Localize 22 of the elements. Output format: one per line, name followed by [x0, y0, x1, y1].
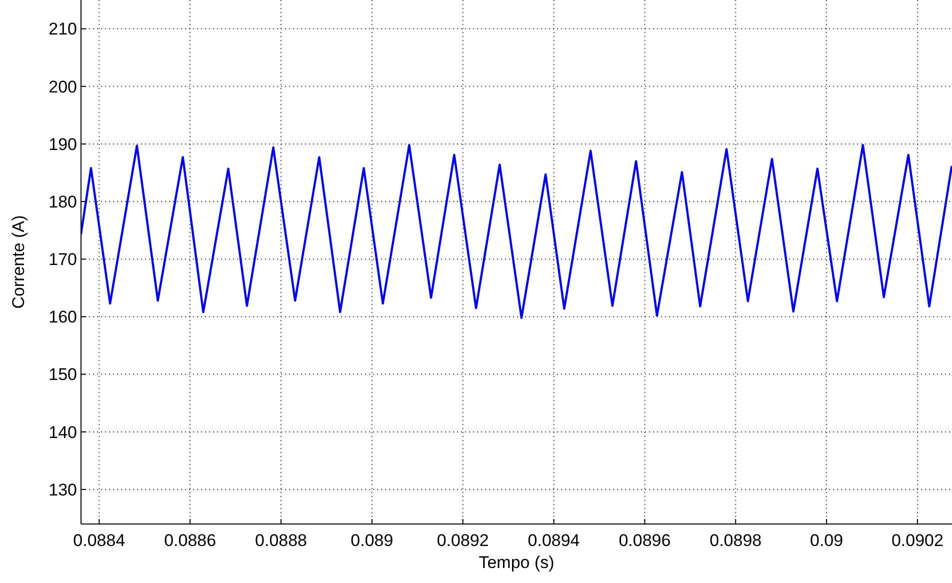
- y-tick-label: 190: [48, 134, 77, 154]
- y-tick-label: 170: [48, 250, 77, 270]
- y-tick-label: 210: [48, 20, 77, 39]
- x-tick-label: 0.0892: [436, 531, 489, 550]
- y-tick-label: 200: [48, 77, 77, 96]
- x-axis-title: Tempo (s): [478, 553, 554, 572]
- x-tick-label: 0.0884: [73, 531, 126, 550]
- x-tick-label: 0.09: [810, 531, 844, 550]
- x-tick-label: 0.0894: [528, 531, 580, 550]
- x-tick-label: 0.0886: [164, 531, 216, 550]
- x-tick-label: 0.0896: [618, 531, 671, 550]
- y-tick-label: 180: [48, 192, 77, 212]
- x-tick-label: 0.089: [350, 531, 394, 550]
- y-axis-title: Corrente (A): [9, 215, 28, 309]
- y-tick-label: 140: [48, 422, 77, 442]
- x-tick-label: 0.0902: [891, 531, 944, 550]
- x-tick-label: 0.0898: [710, 531, 762, 550]
- y-tick-label: 160: [48, 308, 77, 327]
- x-tick-label: 0.0888: [255, 531, 308, 550]
- line-series: [81, 144, 952, 319]
- y-tick-label: 150: [48, 365, 77, 384]
- y-tick-label: 130: [48, 480, 77, 500]
